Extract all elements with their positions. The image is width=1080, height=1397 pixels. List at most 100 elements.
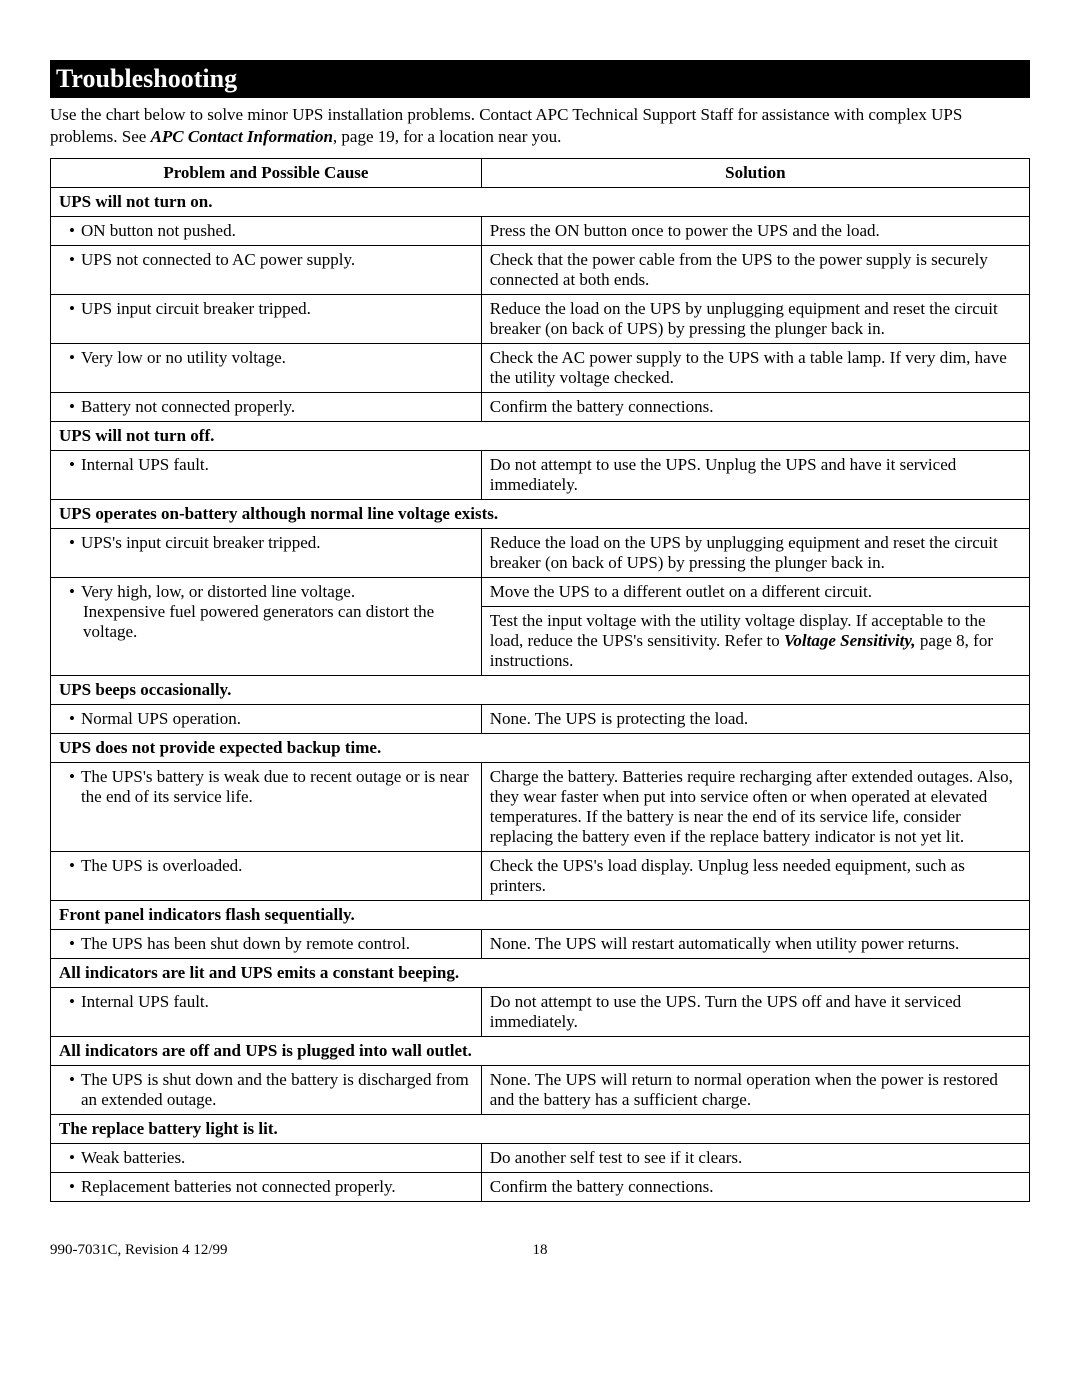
cause-text: Very high, low, or distorted line voltag… <box>81 582 473 602</box>
section-title: All indicators are lit and UPS emits a c… <box>51 959 1030 988</box>
intro-text-2: , page 19, for a location near you. <box>333 127 561 146</box>
solution-cell: Do not attempt to use the UPS. Unplug th… <box>481 451 1029 500</box>
bullet-dot-icon: • <box>69 348 75 368</box>
cause-cell: • Very low or no utility voltage. <box>51 344 482 393</box>
solution-cell: Charge the battery. Batteries require re… <box>481 763 1029 852</box>
table-row: •Normal UPS operation. None. The UPS is p… <box>51 705 1030 734</box>
bullet-dot-icon: • <box>69 1177 75 1197</box>
col-header-solution: Solution <box>481 159 1029 188</box>
table-row: •The UPS's battery is weak due to recent… <box>51 763 1030 852</box>
cause-text: ON button not pushed. <box>81 221 473 241</box>
solution-cell: Check that the power cable from the UPS … <box>481 246 1029 295</box>
bullet-dot-icon: • <box>69 1148 75 1168</box>
solution-cell: None. The UPS is protecting the load. <box>481 705 1029 734</box>
table-row: • Battery not connected properly. Confirm … <box>51 393 1030 422</box>
solution-cell: Test the input voltage with the utility … <box>481 607 1029 676</box>
solution-ref: Voltage Sensitivity, <box>784 631 916 650</box>
solution-cell: Do another self test to see if it clears… <box>481 1144 1029 1173</box>
cause-cell: •The UPS's battery is weak due to recent… <box>51 763 482 852</box>
troubleshooting-table: Problem and Possible Cause Solution UPS … <box>50 158 1030 1202</box>
bullet-dot-icon: • <box>69 934 75 954</box>
cause-cell: • Internal UPS fault. <box>51 988 482 1037</box>
footer-page-number: 18 <box>533 1242 548 1259</box>
solution-cell: Check the UPS's load display. Unplug les… <box>481 852 1029 901</box>
section-title-row: All indicators are off and UPS is plugge… <box>51 1037 1030 1066</box>
bullet-item: •The UPS's battery is weak due to recent… <box>59 767 473 807</box>
section-title-row: The replace battery light is lit. <box>51 1115 1030 1144</box>
section-title: UPS will not turn on. <box>51 188 1030 217</box>
col-header-problem: Problem and Possible Cause <box>51 159 482 188</box>
cause-cell: • ON button not pushed. <box>51 217 482 246</box>
table-row: • Internal UPS fault. Do not attempt to us… <box>51 988 1030 1037</box>
bullet-item: •Normal UPS operation. <box>59 709 473 729</box>
cause-text: Weak batteries. <box>81 1148 473 1168</box>
cause-cell: • The UPS has been shut down by remote co… <box>51 930 482 959</box>
cause-text: Very low or no utility voltage. <box>81 348 473 368</box>
bullet-dot-icon: • <box>69 397 75 417</box>
cause-cell: • UPS's input circuit breaker tripped. <box>51 529 482 578</box>
table-row: • ON button not pushed. Press the ON butto… <box>51 217 1030 246</box>
cause-cell: •The UPS is overloaded. <box>51 852 482 901</box>
cause-text: The UPS is overloaded. <box>81 856 473 876</box>
cause-text: UPS input circuit breaker tripped. <box>81 299 473 319</box>
solution-cell: Move the UPS to a different outlet on a … <box>481 578 1029 607</box>
table-row: • Very low or no utility voltage. Check th… <box>51 344 1030 393</box>
bullet-item: •Internal UPS fault. <box>59 455 473 475</box>
footer-revision: 990-7031C, Revision 4 12/99 <box>50 1242 228 1259</box>
cause-text: Normal UPS operation. <box>81 709 473 729</box>
cause-cell: •Normal UPS operation. <box>51 705 482 734</box>
section-title: UPS will not turn off. <box>51 422 1030 451</box>
cause-cell: • Replacement batteries not connected pro… <box>51 1173 482 1202</box>
cause-text: Internal UPS fault. <box>81 992 473 1012</box>
bullet-item: • Internal UPS fault. <box>59 992 473 1012</box>
cause-cell: •Very high, low, or distorted line volta… <box>51 578 482 676</box>
section-title-row: UPS operates on-battery although normal … <box>51 500 1030 529</box>
section-title-row: UPS does not provide expected backup tim… <box>51 734 1030 763</box>
bullet-item: • UPS input circuit breaker tripped. <box>59 299 473 319</box>
cause-cell: • Battery not connected properly. <box>51 393 482 422</box>
cause-text: The UPS has been shut down by remote con… <box>81 934 473 954</box>
bullet-item: •Very high, low, or distorted line volta… <box>59 582 473 602</box>
table-row: •UPS's input circuit breaker tripped.Red… <box>51 529 1030 578</box>
bullet-dot-icon: • <box>69 533 75 553</box>
solution-cell: Confirm the battery connections. <box>481 393 1029 422</box>
bullet-dot-icon: • <box>69 767 75 807</box>
table-row: •Very high, low, or distorted line volta… <box>51 578 1030 607</box>
section-title-row: All indicators are lit and UPS emits a c… <box>51 959 1030 988</box>
section-heading: Troubleshooting <box>50 60 1030 98</box>
cause-subtext: Inexpensive fuel powered generators can … <box>59 602 473 642</box>
table-row: • The UPS has been shut down by remote co… <box>51 930 1030 959</box>
bullet-dot-icon: • <box>69 992 75 1012</box>
section-title: All indicators are off and UPS is plugge… <box>51 1037 1030 1066</box>
solution-cell: Do not attempt to use the UPS. Turn the … <box>481 988 1029 1037</box>
section-title: UPS does not provide expected backup tim… <box>51 734 1030 763</box>
section-title: Front panel indicators flash sequentiall… <box>51 901 1030 930</box>
cause-text: Replacement batteries not connected prop… <box>81 1177 473 1197</box>
section-title-row: UPS beeps occasionally. <box>51 676 1030 705</box>
cause-cell: • Weak batteries. <box>51 1144 482 1173</box>
cause-text: UPS's input circuit breaker tripped. <box>81 533 473 553</box>
table-row: •The UPS is overloaded.Check the UPS's l… <box>51 852 1030 901</box>
bullet-dot-icon: • <box>69 299 75 319</box>
table-row: •Internal UPS fault. Do not attempt to us… <box>51 451 1030 500</box>
solution-cell: None. The UPS will restart automatically… <box>481 930 1029 959</box>
solution-cell: Check the AC power supply to the UPS wit… <box>481 344 1029 393</box>
solution-cell: Reduce the load on the UPS by unplugging… <box>481 295 1029 344</box>
bullet-dot-icon: • <box>69 221 75 241</box>
solution-cell: Press the ON button once to power the UP… <box>481 217 1029 246</box>
solution-cell: None. The UPS will return to normal oper… <box>481 1066 1029 1115</box>
section-title-row: Front panel indicators flash sequentiall… <box>51 901 1030 930</box>
table-row: • UPS input circuit breaker tripped. Reduc… <box>51 295 1030 344</box>
bullet-dot-icon: • <box>69 1070 75 1110</box>
bullet-item: •The UPS is shut down and the battery is… <box>59 1070 473 1110</box>
bullet-item: • Battery not connected properly. <box>59 397 473 417</box>
bullet-item: • ON button not pushed. <box>59 221 473 241</box>
table-row: • Replacement batteries not connected pro… <box>51 1173 1030 1202</box>
cause-text: Internal UPS fault. <box>81 455 473 475</box>
cause-cell: • UPS input circuit breaker tripped. <box>51 295 482 344</box>
cause-text: Battery not connected properly. <box>81 397 473 417</box>
table-header-row: Problem and Possible Cause Solution <box>51 159 1030 188</box>
section-title: UPS operates on-battery although normal … <box>51 500 1030 529</box>
cause-cell: •The UPS is shut down and the battery is… <box>51 1066 482 1115</box>
bullet-item: • UPS's input circuit breaker tripped. <box>59 533 473 553</box>
